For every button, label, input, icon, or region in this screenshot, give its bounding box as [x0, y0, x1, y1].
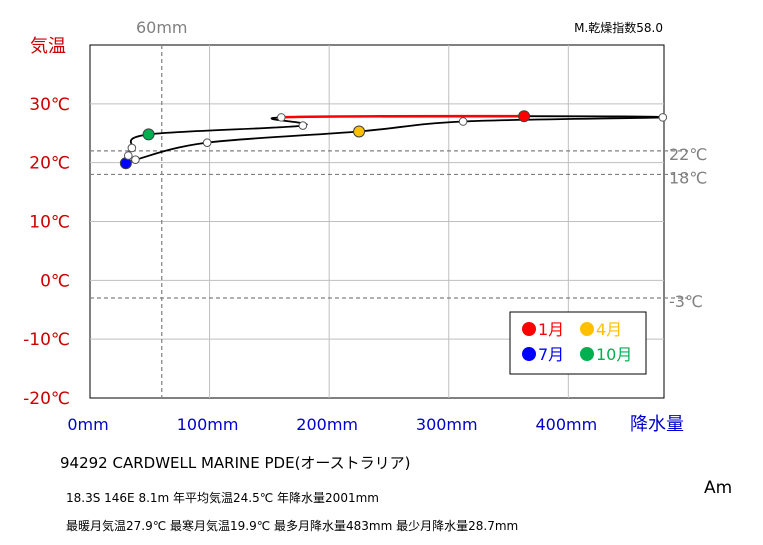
data-point-month-9: [127, 143, 137, 153]
x-tick-label: 400mm: [535, 415, 597, 434]
x-tick-label: 0mm: [67, 415, 108, 434]
reference-label-60mm: 60mm: [136, 18, 188, 37]
x-tick-label: 100mm: [177, 415, 239, 434]
y-axis-title: 気温: [30, 36, 66, 57]
y-tick-label: 30℃: [29, 95, 70, 115]
station-summary: 18.3S 146E 8.1m 年平均気温24.5℃ 年降水量2001mm: [66, 491, 379, 505]
reference-label-temp: 18℃: [669, 168, 707, 187]
legend-label: 1月: [538, 320, 564, 339]
data-point-month-12: [277, 113, 286, 122]
legend-marker: [522, 322, 536, 336]
y-tick-label: -20℃: [23, 389, 70, 409]
y-tick-label: 0℃: [40, 271, 70, 291]
station-name: 94292 CARDWELL MARINE PDE(オーストラリア): [60, 454, 411, 472]
data-point-month-1: [518, 110, 531, 123]
x-tick-label: 200mm: [296, 415, 358, 434]
series-segment: [207, 130, 360, 144]
series-segment: [148, 124, 303, 136]
data-point-month-6: [131, 155, 140, 165]
y-tick-label: 20℃: [29, 154, 70, 174]
series-segment: [358, 120, 464, 133]
data-point-month-3: [458, 117, 468, 126]
legend-box: [509, 311, 647, 375]
legend-label: 10月: [596, 345, 632, 364]
data-point-month-10: [142, 128, 155, 141]
dryness-index-label: M.乾燥指数58.0: [574, 20, 663, 35]
legend-label: 7月: [538, 345, 564, 364]
data-point-month-8: [123, 151, 133, 160]
legend-marker: [580, 347, 594, 361]
y-tick-label: -10℃: [23, 330, 70, 350]
x-axis-title: 降水量: [630, 414, 684, 435]
series-segment-dec-jan: [281, 114, 525, 119]
reference-label-temp: 22℃: [669, 145, 707, 164]
legend-marker: [522, 347, 536, 361]
station-extremes: 最暖月気温27.9℃ 最寒月気温19.9℃ 最多月降水量483mm 最少月降水量…: [66, 519, 519, 533]
reference-label-temp: -3℃: [669, 292, 703, 311]
climate-class: Am: [704, 478, 733, 498]
series-segment: [463, 116, 663, 123]
data-point-month-4: [353, 125, 366, 138]
data-point-month-11: [298, 121, 308, 130]
legend-label: 4月: [596, 320, 622, 339]
data-point-month-5: [202, 138, 212, 147]
x-tick-label: 300mm: [416, 415, 478, 434]
legend-marker: [580, 322, 594, 336]
y-tick-label: 10℃: [29, 213, 70, 233]
data-point-month-2: [658, 113, 668, 122]
